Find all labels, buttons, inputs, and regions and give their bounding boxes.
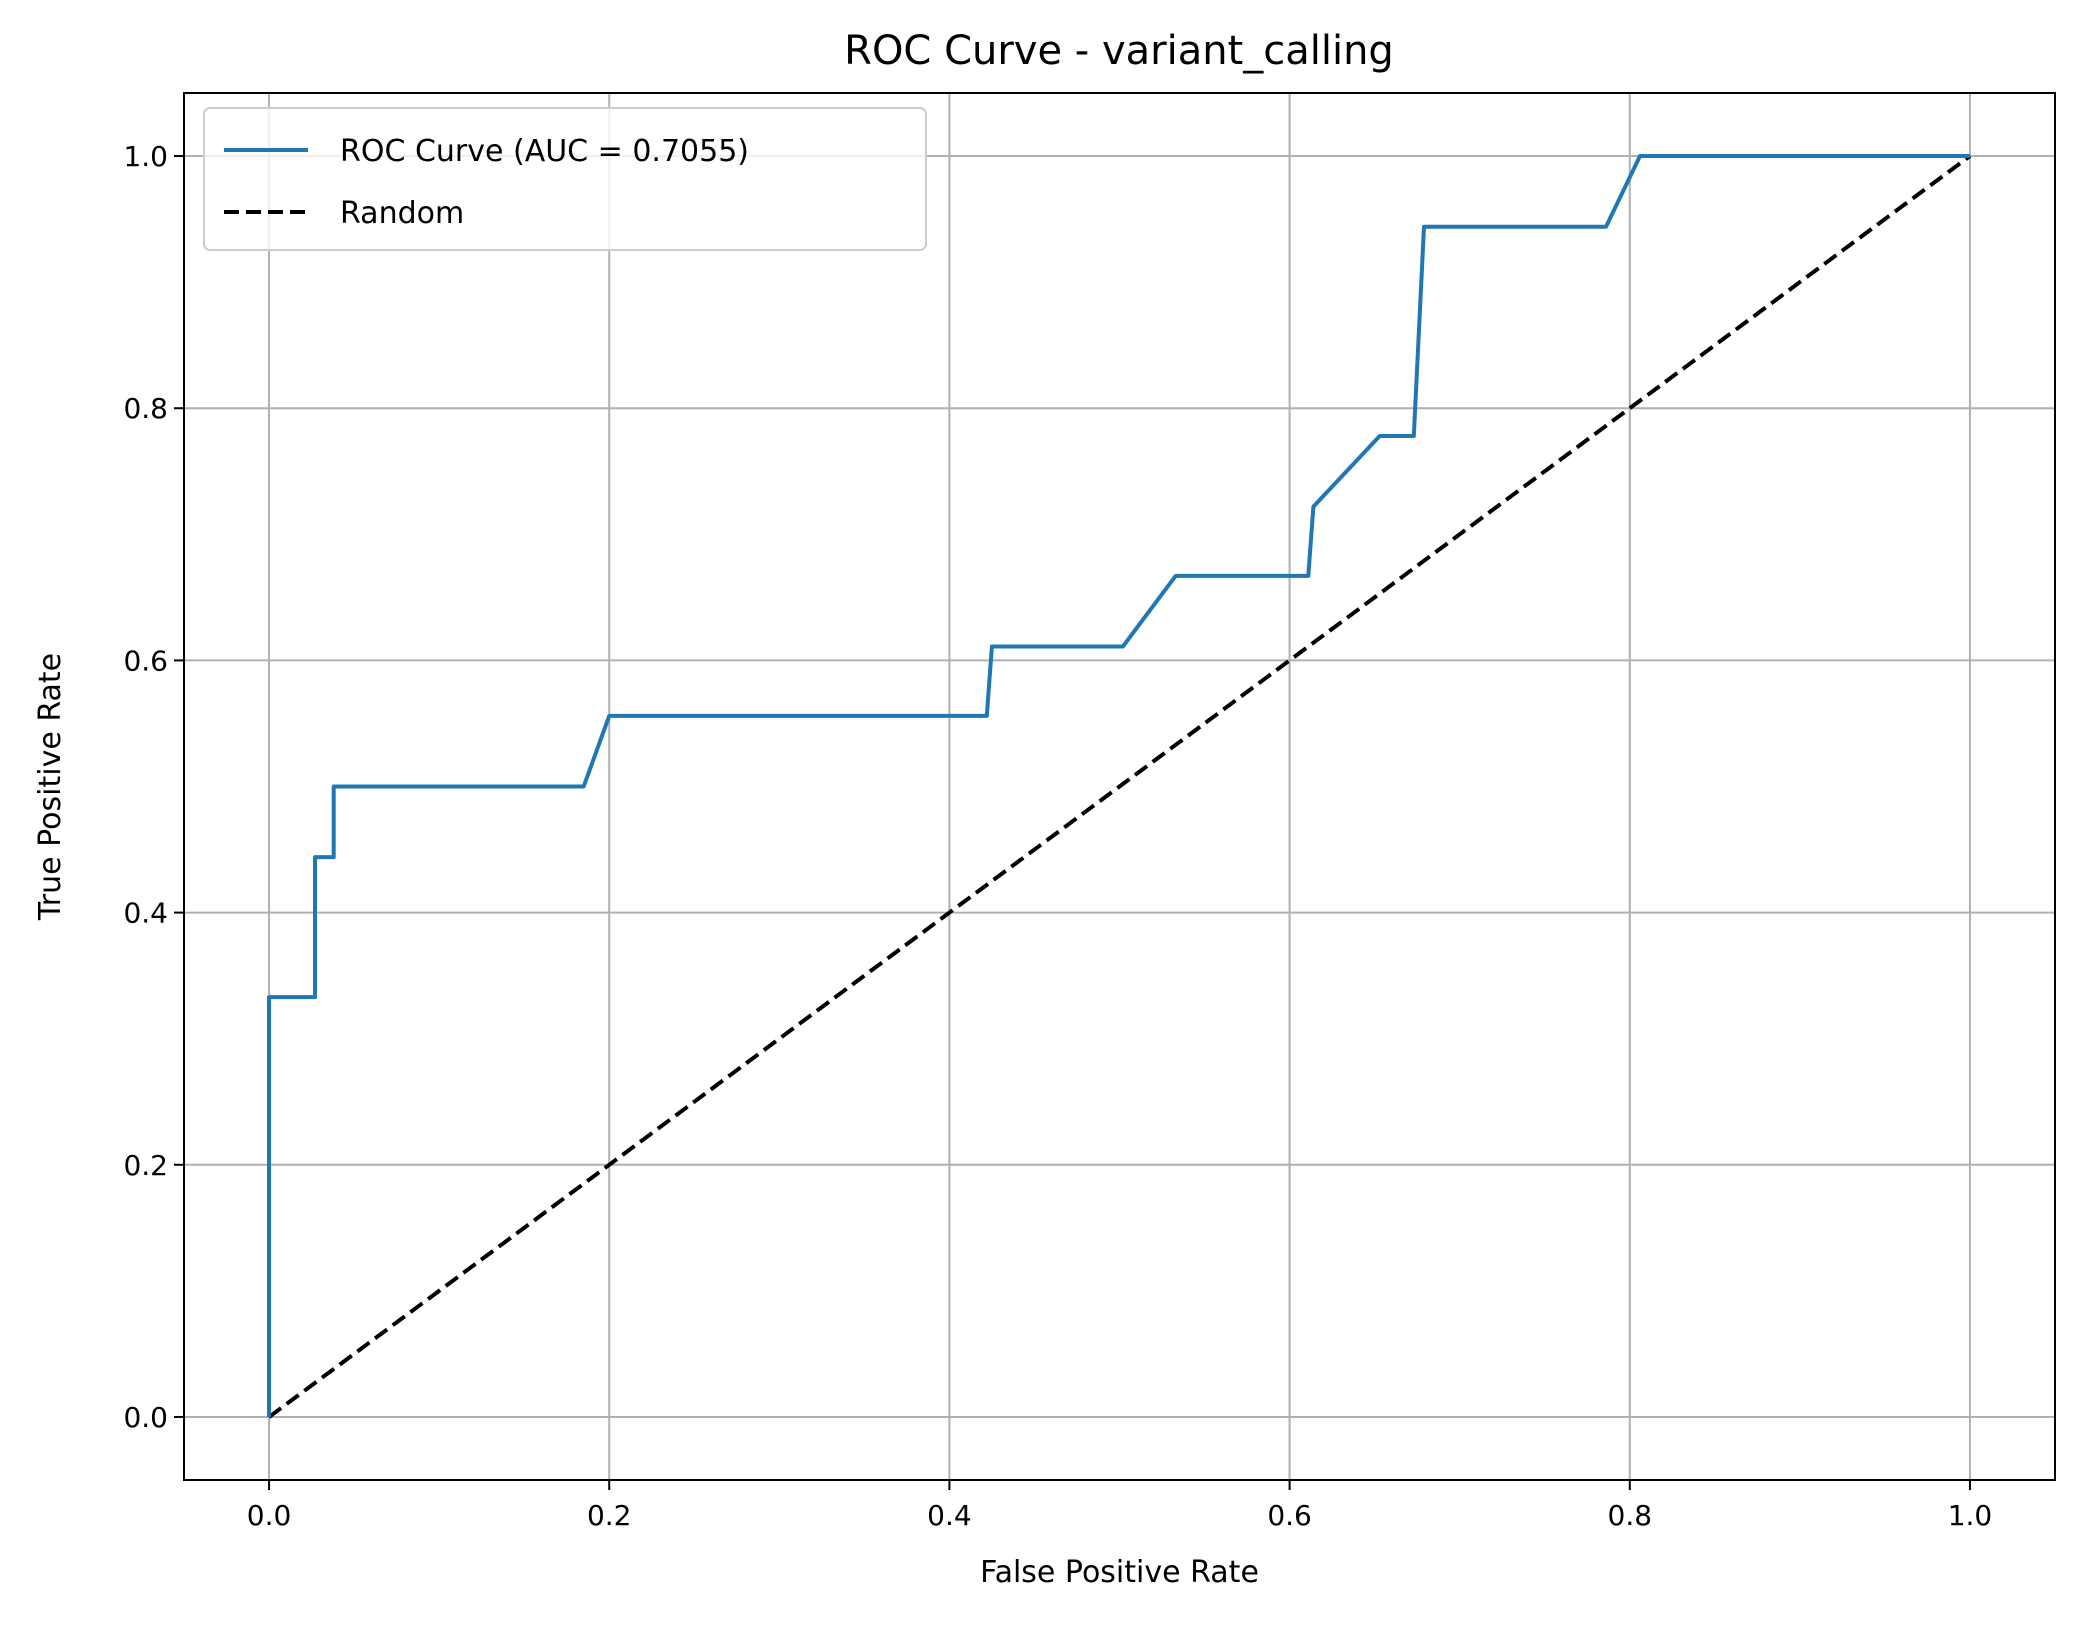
y-tick-label: 0.4 <box>123 897 168 930</box>
y-tick-label: 0.0 <box>123 1401 168 1434</box>
series-line-1 <box>267 154 1972 1419</box>
ticks: 0.0 0.2 0.4 0.6 0.8 1.0 0.0 0.2 0.4 0.6 0.8 1.0 <box>123 140 1992 1532</box>
legend: ROC Curve (AUC = 0.7055) Random <box>203 107 927 251</box>
legend-label-0: ROC Curve (AUC = 0.7055) <box>340 134 749 169</box>
legend-label-1: Random <box>340 196 464 231</box>
y-tick-label: 0.2 <box>123 1149 168 1182</box>
series-line-0 <box>267 154 1970 1417</box>
x-tick-label: 0.2 <box>587 1499 632 1532</box>
x-tick-label: 1.0 <box>1948 1499 1993 1532</box>
x-tick-label: 0.6 <box>1267 1499 1312 1532</box>
y-axis-title: True Positive Rate <box>33 653 68 921</box>
legend-box <box>203 107 927 251</box>
series-layer <box>267 154 1972 1419</box>
plot-frame <box>183 92 2056 1481</box>
grid <box>184 93 2055 1480</box>
y-tick-label: 0.6 <box>123 644 168 677</box>
x-tick-label: 0.0 <box>247 1499 292 1532</box>
y-tick-label: 1.0 <box>123 140 168 173</box>
x-tick-label: 0.8 <box>1608 1499 1653 1532</box>
chart-title: ROC Curve - variant_calling <box>844 28 1394 74</box>
x-axis-title: False Positive Rate <box>980 1555 1259 1590</box>
x-tick-label: 0.4 <box>927 1499 972 1532</box>
y-tick-label: 0.8 <box>123 392 168 425</box>
